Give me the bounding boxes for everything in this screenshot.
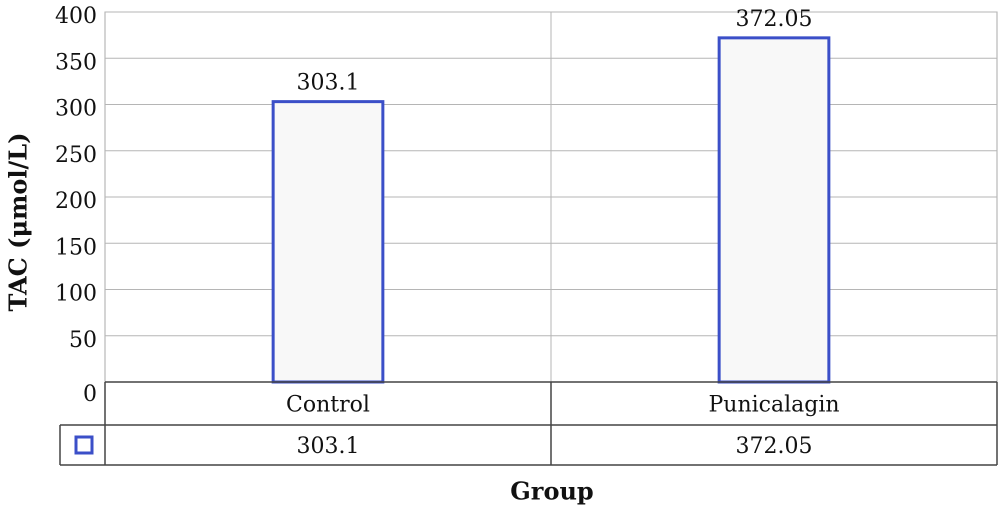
bar: [271, 100, 385, 384]
y-tick-label: 100: [55, 282, 97, 307]
table-value: 303.1: [297, 434, 360, 459]
y-tick-label: 350: [55, 50, 97, 75]
y-tick-label: 150: [55, 235, 97, 260]
x-tick-label: Punicalagin: [708, 393, 839, 418]
y-tick-label: 50: [69, 328, 97, 353]
y-tick-label: 400: [55, 4, 97, 29]
x-axis-label: Group: [510, 477, 593, 506]
y-axis-label: TAC (μmol/L): [4, 132, 33, 311]
y-tick-label: 250: [55, 143, 97, 168]
y-tick-label: 300: [55, 97, 97, 122]
data-label: 303.1: [297, 71, 360, 96]
x-tick-label: Control: [286, 393, 370, 418]
legend-swatch: [74, 435, 94, 455]
table-value: 372.05: [736, 434, 813, 459]
y-tick-label: 0: [83, 382, 97, 407]
y-tick-label: 200: [55, 189, 97, 214]
bar: [717, 36, 831, 384]
data-label: 372.05: [736, 7, 813, 32]
